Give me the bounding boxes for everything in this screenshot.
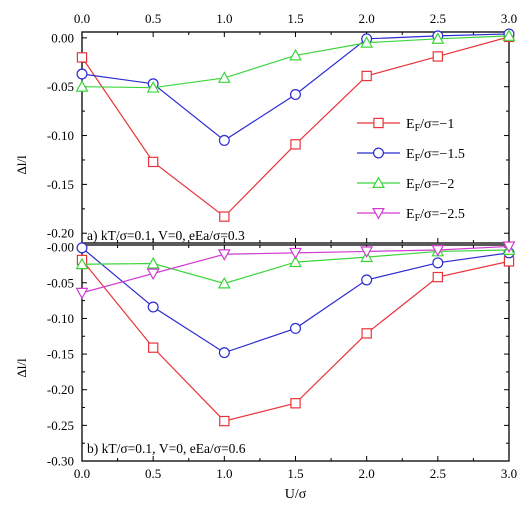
- panel-a: 0.0 0.5 1.0 1.5 2.0 2.5 3.0 0.00 -0.05 -0.10 -0.15…: [14, 11, 517, 244]
- y-tick-label: -0.30: [47, 454, 74, 469]
- y-tick-label: -0.05: [47, 79, 74, 94]
- data-point: [218, 134, 230, 146]
- x-tick-label-top: 0.0: [74, 11, 90, 26]
- series-line: [81, 259, 510, 422]
- y-tick-label: -0.15: [47, 177, 74, 192]
- data-point: [431, 32, 445, 44]
- plot-frame: [81, 244, 510, 462]
- x-tick-label-top: 1.0: [216, 11, 232, 26]
- x-tick-label-top: 3.0: [501, 11, 517, 26]
- x-tick-label-top: 2.5: [430, 11, 446, 26]
- data-point: [75, 257, 89, 270]
- panel-label: b) kT/σ=0.1, V=0, eEa/σ=0.6: [87, 441, 246, 456]
- data-point: [290, 398, 301, 409]
- data-point: [219, 211, 230, 222]
- y-tick-label: -0.05: [47, 275, 74, 290]
- data-point: [361, 70, 372, 82]
- y-tick-label: -0.25: [47, 418, 74, 433]
- x-tick-label: 2.5: [430, 466, 446, 481]
- series-3: [75, 243, 516, 289]
- data-point: [290, 322, 302, 334]
- legend-marker: [372, 176, 385, 188]
- y-tick-label: -0.10: [47, 128, 74, 143]
- legend-label: EF/σ=−2: [406, 177, 454, 194]
- x-tick-label-top: 2.0: [359, 11, 375, 26]
- y-axis-label: Δl/l: [14, 358, 29, 378]
- legend-entry: EF/σ=−1.5: [357, 147, 465, 164]
- data-point: [146, 256, 160, 269]
- series-1: [76, 254, 515, 427]
- panel-b: 0.0 0.5 1.0 1.5 2.0 2.5 3.0 -0.00 -0.05 -0.10 -0.1…: [14, 240, 517, 502]
- data-point: [217, 249, 231, 261]
- data-point: [289, 247, 302, 260]
- x-tick-label: 0.0: [74, 466, 90, 481]
- legend-label: EF/σ=−1.5: [406, 147, 465, 164]
- data-point: [289, 255, 302, 268]
- x-tick-label-top: 1.5: [287, 11, 303, 26]
- legend-entry: EF/σ=−2: [357, 176, 454, 194]
- legend-entry: EF/σ=−1: [357, 117, 454, 134]
- y-tick-label: -0.20: [47, 382, 74, 397]
- x-tick-label: 2.0: [359, 466, 375, 481]
- data-point: [502, 29, 516, 41]
- data-point: [290, 89, 302, 101]
- data-point: [502, 241, 516, 254]
- data-point: [432, 271, 444, 283]
- x-axis-label: U/σ: [285, 487, 307, 502]
- x-tick-label-top: 0.5: [145, 11, 161, 26]
- x-tick-label: 1.0: [216, 466, 232, 481]
- series-3: [75, 29, 516, 93]
- legend-label: EF/σ=−1: [406, 117, 454, 134]
- y-tick-label: -0.20: [47, 226, 74, 241]
- data-point: [146, 81, 160, 93]
- data-point: [361, 274, 373, 286]
- legend-marker: [373, 147, 385, 159]
- data-point: [432, 257, 444, 269]
- y-tick-label: -0.00: [47, 240, 74, 255]
- panel-label: a) kT/σ=0.1, V=0, eEa/σ=0.3: [87, 228, 245, 243]
- data-point: [360, 36, 374, 48]
- legend-label: EF/σ=−2.5: [406, 207, 465, 224]
- legend-marker: [372, 208, 385, 220]
- y-tick-label: -0.15: [47, 347, 74, 362]
- series-line: [81, 35, 510, 89]
- legend: EF/σ=−1 EF/σ=−1.5 EF/σ=−2 EF/σ=−2.5: [357, 117, 465, 224]
- data-point: [146, 268, 160, 281]
- y-tick-label: 0.00: [51, 30, 74, 45]
- legend-marker: [373, 117, 384, 129]
- data-point: [75, 287, 89, 300]
- data-point: [147, 301, 159, 313]
- data-point: [290, 139, 301, 150]
- series-4: [75, 241, 516, 300]
- data-point: [76, 52, 88, 63]
- data-point: [432, 51, 444, 62]
- data-point: [147, 156, 159, 168]
- data-point: [218, 347, 230, 359]
- x-tick-label: 1.5: [287, 466, 303, 481]
- data-point: [75, 80, 89, 92]
- data-point: [361, 328, 372, 339]
- y-tick-label: -0.10: [47, 311, 74, 326]
- data-point: [147, 342, 159, 353]
- x-tick-label: 3.0: [501, 466, 517, 481]
- data-point: [217, 276, 231, 289]
- data-point: [76, 68, 88, 80]
- data-point: [360, 246, 374, 259]
- legend-entry: EF/σ=−2.5: [357, 207, 465, 224]
- data-point: [289, 48, 302, 61]
- data-point: [217, 71, 231, 83]
- y-axis-label: Δl/l: [14, 155, 29, 175]
- data-point: [76, 242, 88, 254]
- data-point: [219, 415, 230, 427]
- data-point: [431, 244, 445, 257]
- x-tick-label: 0.5: [145, 466, 161, 481]
